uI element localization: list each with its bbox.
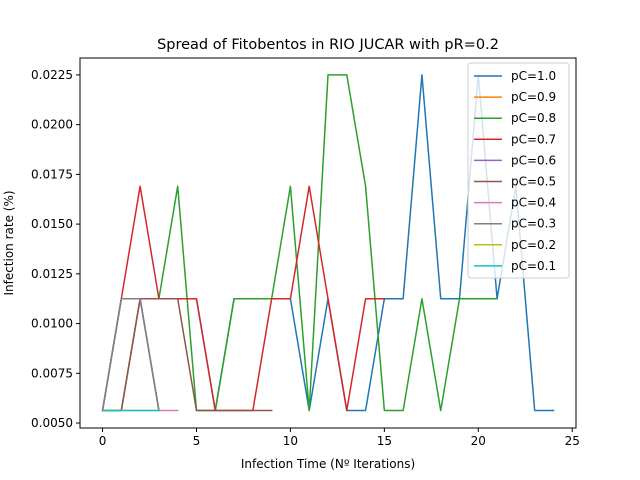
x-tick-label: 0 <box>99 434 107 448</box>
x-tick-label: 25 <box>565 434 580 448</box>
legend-label: pC=0.8 <box>511 111 556 125</box>
chart-title: Spread of Fitobentos in RIO JUCAR with p… <box>157 37 499 53</box>
legend-label: pC=0.9 <box>511 90 556 104</box>
plot-frame <box>79 57 577 429</box>
y-tick-label: 0.0125 <box>31 267 73 281</box>
legend-label: pC=0.4 <box>511 196 556 210</box>
y-tick-label: 0.0050 <box>31 416 73 430</box>
legend-label: pC=0.1 <box>511 259 556 273</box>
x-tick-label: 15 <box>377 434 392 448</box>
x-tick-label: 20 <box>471 434 486 448</box>
x-axis: 0 5 10 15 20 25 <box>99 428 580 448</box>
y-axis: 0.0050 0.0075 0.0100 0.0125 0.0150 0.0175 0.02… <box>31 68 80 430</box>
legend-label: pC=0.2 <box>511 238 556 252</box>
y-tick-label: 0.0175 <box>31 167 73 181</box>
legend-label: pC=1.0 <box>511 69 556 83</box>
legend-label: pC=0.3 <box>511 217 556 231</box>
legend-label: pC=0.6 <box>511 153 556 167</box>
series-line-pc-0-3 <box>101 297 160 412</box>
y-axis-label: Infection rate (%) <box>2 190 16 295</box>
legend-label: pC=0.7 <box>511 132 556 146</box>
y-tick-label: 0.0225 <box>31 68 73 82</box>
y-tick-label: 0.0200 <box>31 118 73 132</box>
y-tick-label: 0.0075 <box>31 366 73 380</box>
y-tick-label: 0.0100 <box>31 317 73 331</box>
series-line-pc-0-5 <box>101 297 273 412</box>
x-tick-label: 10 <box>283 434 298 448</box>
series-line-pc-0-8 <box>101 74 498 412</box>
y-tick-label: 0.0150 <box>31 217 73 231</box>
legend: pC=1.0 pC=0.9 pC=0.8 pC=0.7 pC=0.6 pC=0.5 pC=0… <box>467 62 570 279</box>
legend-label: pC=0.5 <box>511 175 556 189</box>
x-axis-label: Infection Time (Nº Iterations) <box>241 457 415 471</box>
legend-items: pC=1.0 pC=0.9 pC=0.8 pC=0.7 pC=0.6 pC=0.5 pC=0… <box>474 69 556 273</box>
x-tick-label: 5 <box>193 434 201 448</box>
